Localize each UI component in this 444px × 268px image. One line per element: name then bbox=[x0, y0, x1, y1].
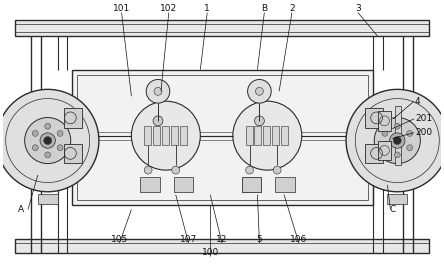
Bar bbox=[144, 126, 151, 146]
Circle shape bbox=[154, 87, 162, 95]
Circle shape bbox=[32, 145, 38, 151]
Bar bbox=[377, 140, 391, 160]
Bar bbox=[263, 126, 270, 146]
Bar bbox=[77, 75, 368, 200]
Circle shape bbox=[0, 89, 99, 192]
Text: 1: 1 bbox=[204, 3, 210, 13]
Bar bbox=[242, 177, 262, 192]
Bar bbox=[272, 126, 279, 146]
Bar bbox=[153, 126, 160, 146]
Bar bbox=[180, 126, 186, 146]
Bar bbox=[171, 126, 178, 146]
Bar bbox=[140, 177, 160, 192]
Text: 12: 12 bbox=[216, 235, 228, 244]
Circle shape bbox=[254, 116, 264, 126]
Text: 200: 200 bbox=[415, 128, 432, 137]
Circle shape bbox=[407, 145, 412, 151]
Circle shape bbox=[40, 133, 56, 148]
Bar bbox=[254, 126, 262, 146]
Bar bbox=[377, 111, 391, 131]
Text: 106: 106 bbox=[290, 235, 307, 244]
Bar bbox=[242, 177, 262, 192]
Circle shape bbox=[374, 117, 420, 163]
Circle shape bbox=[255, 87, 263, 95]
Bar bbox=[64, 143, 82, 163]
Circle shape bbox=[390, 133, 405, 148]
Text: 4: 4 bbox=[415, 97, 420, 106]
Circle shape bbox=[146, 80, 170, 103]
Circle shape bbox=[382, 131, 388, 136]
Text: 101: 101 bbox=[113, 3, 130, 13]
Bar bbox=[15, 20, 429, 36]
Circle shape bbox=[233, 101, 302, 170]
Circle shape bbox=[246, 166, 254, 174]
Bar bbox=[64, 108, 82, 128]
Bar bbox=[365, 108, 383, 128]
Circle shape bbox=[144, 166, 152, 174]
Bar bbox=[38, 194, 58, 204]
Bar bbox=[388, 194, 407, 204]
Circle shape bbox=[172, 166, 180, 174]
Bar bbox=[72, 70, 373, 204]
Text: 5: 5 bbox=[257, 235, 262, 244]
Circle shape bbox=[32, 131, 38, 136]
Text: 107: 107 bbox=[180, 235, 197, 244]
Circle shape bbox=[382, 145, 388, 151]
Text: 2: 2 bbox=[289, 3, 295, 13]
Bar bbox=[275, 177, 295, 192]
Text: 102: 102 bbox=[160, 3, 178, 13]
Circle shape bbox=[45, 123, 51, 129]
Text: 105: 105 bbox=[111, 235, 128, 244]
Circle shape bbox=[153, 116, 163, 126]
Circle shape bbox=[393, 137, 401, 144]
Circle shape bbox=[45, 152, 51, 158]
Circle shape bbox=[407, 131, 412, 136]
Bar bbox=[365, 143, 383, 163]
Circle shape bbox=[394, 123, 400, 129]
Bar bbox=[162, 126, 169, 146]
Text: B: B bbox=[261, 3, 267, 13]
Circle shape bbox=[273, 166, 281, 174]
Bar bbox=[246, 126, 253, 146]
Circle shape bbox=[394, 152, 400, 158]
Bar bbox=[15, 239, 429, 253]
Text: C: C bbox=[389, 205, 396, 214]
Bar bbox=[395, 106, 401, 165]
Text: 3: 3 bbox=[355, 3, 361, 13]
Bar bbox=[281, 126, 288, 146]
Circle shape bbox=[57, 145, 63, 151]
Bar bbox=[174, 177, 194, 192]
Circle shape bbox=[44, 137, 52, 144]
Circle shape bbox=[131, 101, 200, 170]
Circle shape bbox=[346, 89, 444, 192]
Circle shape bbox=[248, 80, 271, 103]
Text: 100: 100 bbox=[202, 248, 219, 257]
Circle shape bbox=[57, 131, 63, 136]
Circle shape bbox=[25, 117, 71, 163]
Text: 201: 201 bbox=[415, 114, 432, 123]
Text: A: A bbox=[18, 205, 24, 214]
